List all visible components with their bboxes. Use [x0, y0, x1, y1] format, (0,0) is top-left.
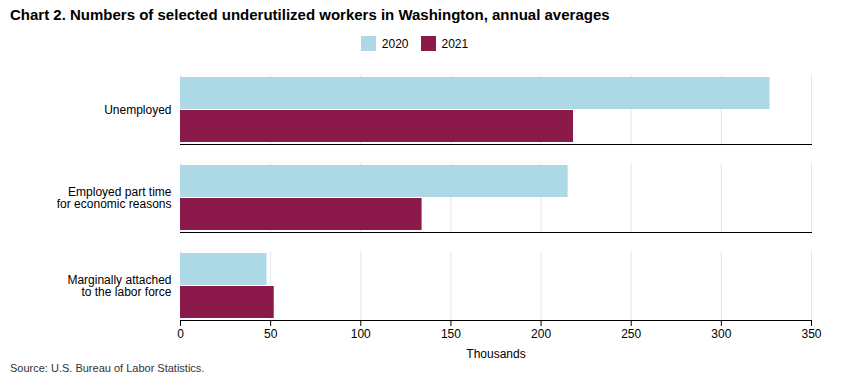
svg-text:Marginally attachedto the labo: Marginally attachedto the labor force	[67, 273, 171, 299]
svg-text:100: 100	[351, 327, 371, 341]
svg-text:Thousands: Thousands	[466, 347, 525, 361]
html-text:Chart 2. Numbers of selected u: Chart 2. Numbers of selected underutiliz…	[10, 6, 610, 23]
html-text:2021: 2021	[441, 36, 469, 51]
svg-text:200: 200	[531, 327, 551, 341]
svg-text:250: 250	[621, 327, 641, 341]
svg-text:150: 150	[441, 327, 461, 341]
svg-text:350: 350	[801, 327, 821, 341]
svg-text:50: 50	[264, 327, 278, 341]
svg-text:Unemployed: Unemployed	[104, 103, 171, 117]
svg-text:Employed part timefor economic: Employed part timefor economic reasons	[57, 185, 172, 211]
svg-text:300: 300	[711, 327, 731, 341]
html-text:2020: 2020	[381, 36, 409, 51]
html-text:Source: U.S. Bureau of Labor S: Source: U.S. Bureau of Labor Statistics.	[10, 362, 205, 374]
svg-text:0: 0	[177, 327, 184, 341]
